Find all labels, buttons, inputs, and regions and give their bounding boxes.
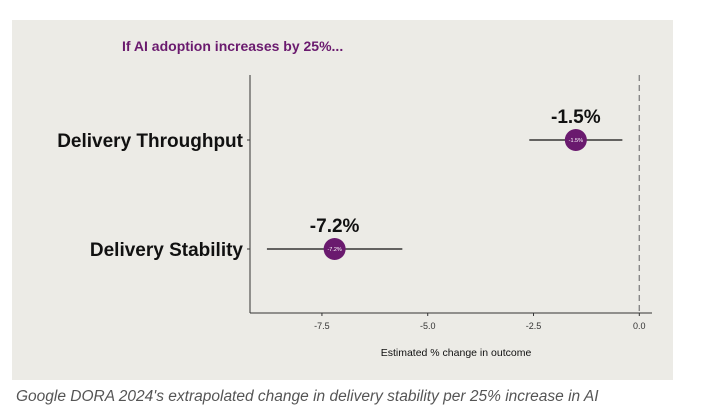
chart-title: If AI adoption increases by 25%...	[122, 38, 343, 54]
x-tick-label: -5.0	[420, 321, 436, 331]
category-label: Delivery Stability	[90, 240, 244, 261]
figure-caption: Google DORA 2024's extrapolated change i…	[16, 388, 599, 405]
point-inner-label: -1.5%	[569, 138, 583, 144]
category-label: Delivery Throughput	[57, 131, 243, 152]
x-tick-label: -7.5	[314, 321, 330, 331]
axes: -7.5 -5.0 -2.5 0.0	[247, 75, 652, 331]
value-label: -1.5%	[551, 107, 601, 128]
chart-panel: If AI adoption increases by 25%... -7.5-…	[12, 20, 673, 380]
estimate-point	[323, 238, 346, 260]
x-axis-label: Estimated % change in outcome	[381, 347, 532, 359]
chart-marks: Delivery Throughput -1.5% -1.5% Delivery St…	[57, 107, 623, 261]
forest-plot: If AI adoption increases by 25%... -7.5-…	[57, 38, 652, 359]
value-label: -7.2%	[310, 216, 360, 237]
x-tick-label: 0.0	[633, 321, 646, 331]
x-tick-label: -2.5	[526, 321, 542, 331]
estimate-point	[564, 129, 587, 151]
point-inner-label: -7.2%	[327, 247, 341, 253]
